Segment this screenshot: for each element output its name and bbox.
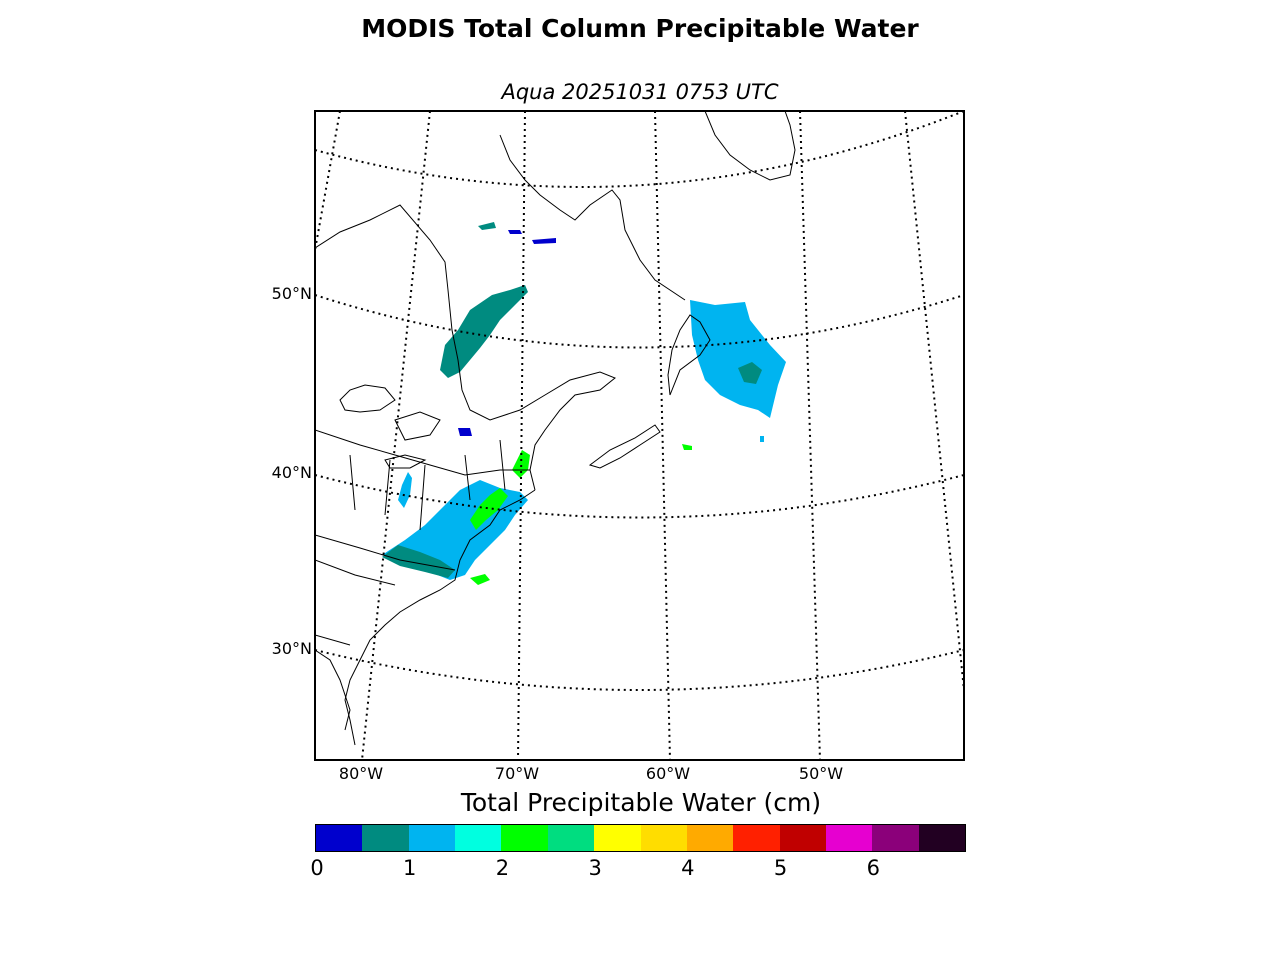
colorbar-tick-6: 6 [866,856,880,880]
pwv-region-labrador-spots [508,230,556,244]
coastline-newfoundland [667,314,711,396]
pwv-region-ontario-spot [760,436,764,442]
graticule-lon-40 [904,111,964,691]
pwv-region-newfoundland-core [738,362,762,384]
lat-label-50: 50°N [271,284,312,303]
lon-label-70: 70°W [494,764,540,783]
lon-label-60: 60°W [645,764,691,783]
colorbar-cell-2 [408,825,456,851]
colorbar-tick-5: 5 [773,856,788,880]
colorbar-title: Total Precipitable Water (cm) [460,788,822,817]
coastlines [315,111,796,746]
colorbar-tick-0: 0 [310,856,324,880]
graticule-lat-50 [315,294,964,349]
greenland [704,111,796,181]
colorbar-cell-3 [455,825,502,851]
pwv-region-gulf-spot [682,444,692,450]
colorbar-cell-6 [594,825,641,851]
pwv-field [382,222,786,585]
colorbar-cell-1 [362,825,409,851]
graticule-lon-50 [799,111,821,760]
colorbar-tick-2: 2 [495,856,510,880]
lat-label-40: 40°N [271,463,312,482]
coastline-labrador [499,134,686,301]
map-title: MODIS Total Column Precipitable Water [361,14,919,43]
coastline-florida [315,649,351,731]
colorbar-cell-8 [686,825,734,851]
pwv-region-quebec-north [478,222,496,230]
colorbar-cell-11 [825,825,873,851]
colorbar-cell-0 [316,825,363,851]
pwv-region-carolina-spot [470,574,490,585]
colorbar-cell-5 [547,825,595,851]
graticule [315,111,964,760]
subtitle-text: Aqua 20251031 0753 UTC [501,80,779,104]
graticule-lon-70 [517,111,526,760]
lon-label-80: 80°W [338,764,384,783]
colorbar-cell-7 [640,825,687,851]
colorbar [315,824,966,852]
colorbar-tick-3: 3 [588,856,602,880]
map-frame [314,110,965,761]
colorbar-cell-9 [733,825,780,851]
pwv-region-virginia [382,545,455,578]
pwv-region-newfoundland [690,300,786,418]
pwv-region-nj [470,488,508,530]
graticule-lon-60 [654,111,671,760]
colorbar-tick-4: 4 [681,856,695,880]
lat-label-30: 30°N [271,639,312,658]
coastline-hudson [315,204,616,491]
map-subtitle: Aqua 20251031 0753 UTC [0,80,1280,104]
pwv-region-ohio [398,472,412,508]
coastline-east [344,489,536,746]
colorbar-cell-12 [872,825,919,851]
pwv-region-longisland [512,450,530,478]
coastline-novascotia [588,424,661,469]
graticule-lon-80 [361,111,431,760]
lon-label-50: 50°W [798,764,844,783]
colorbar-cell-10 [779,825,826,851]
border-canada-us [315,429,530,476]
pwv-region-quebec [440,285,528,378]
colorbar-cell-13 [918,825,966,851]
pwv-region-lake-spot [458,428,472,436]
colorbar-cell-4 [501,825,548,851]
graticule-lat-60 [315,111,964,188]
colorbar-tick-1: 1 [403,856,417,880]
